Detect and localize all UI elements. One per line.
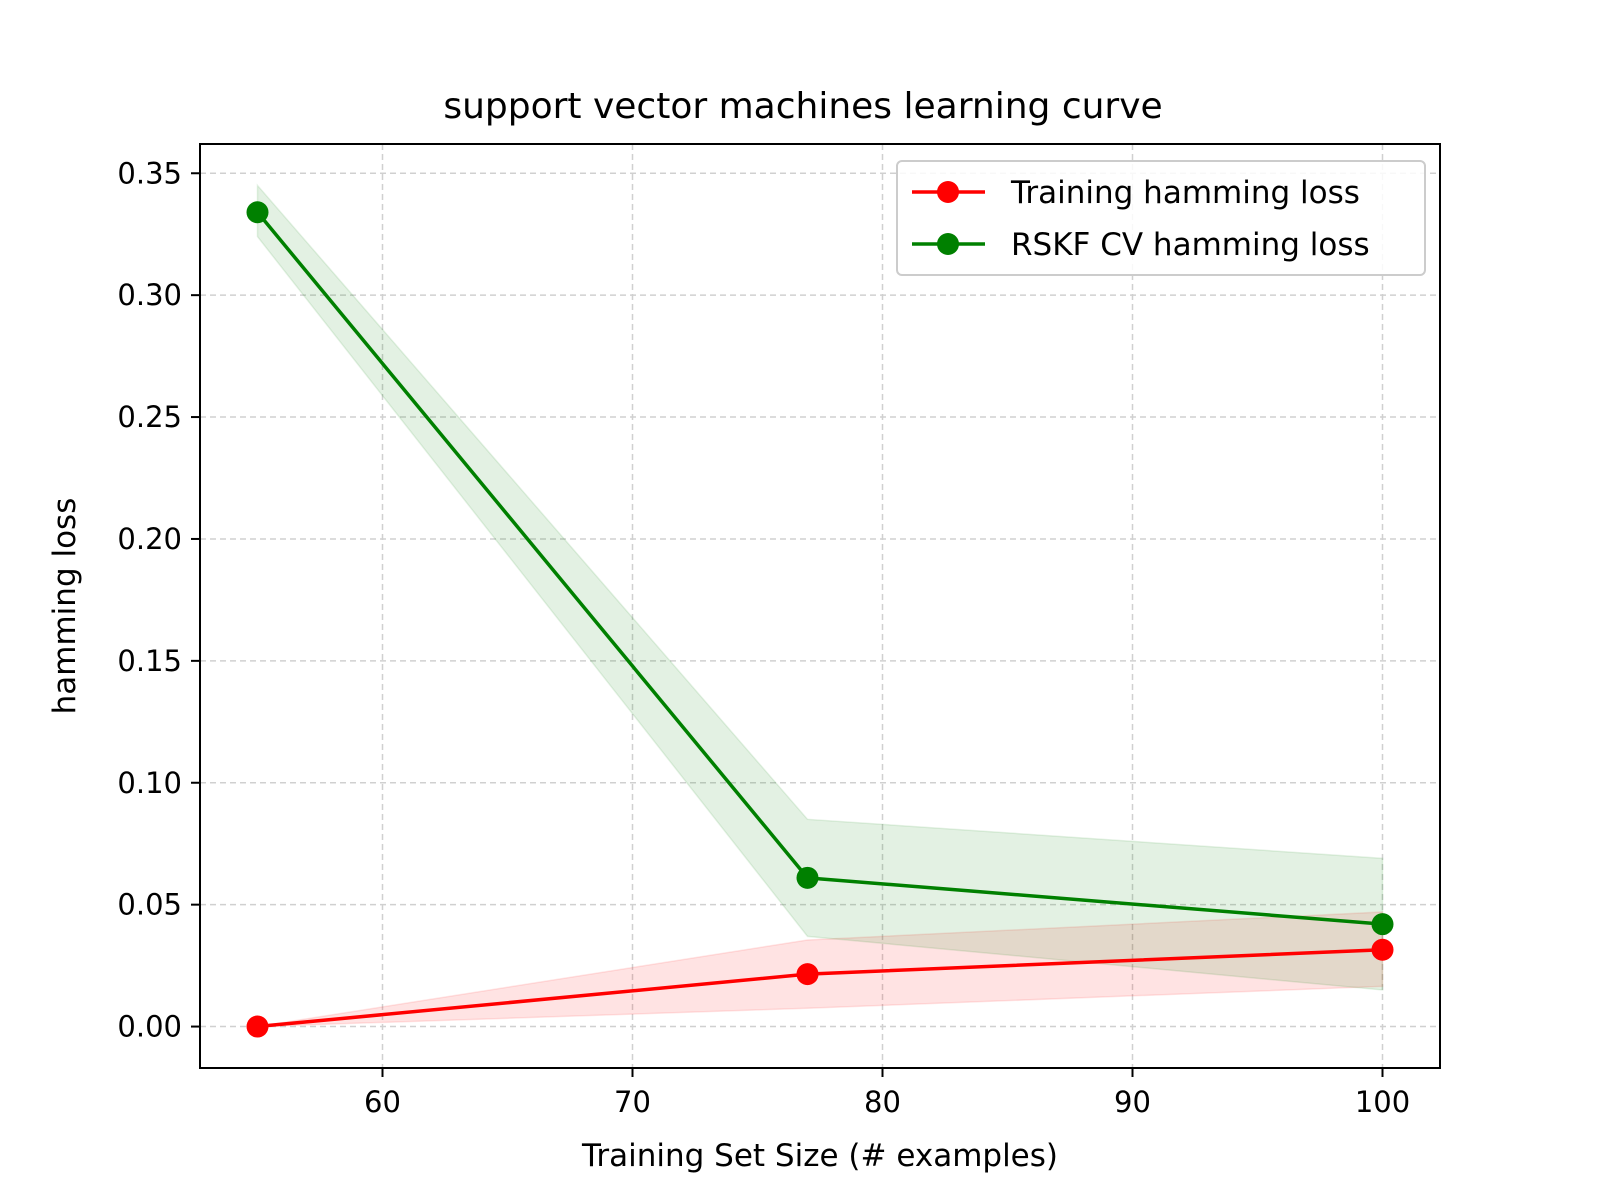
cv-legend-marker — [937, 233, 959, 255]
y-tick-label: 0.25 — [117, 400, 182, 434]
series-points — [246, 201, 1394, 1038]
legend: Training hamming loss RSKF CV hamming los… — [896, 160, 1426, 276]
x-axis-ticks: 60 70 80 90 100 — [364, 1068, 1410, 1119]
x-tick-label: 60 — [364, 1085, 401, 1119]
cv-confidence-band — [256, 183, 1384, 991]
y-tick-label: 0.20 — [117, 522, 182, 556]
x-tick-label: 70 — [614, 1085, 651, 1119]
y-tick-label: 0.30 — [117, 278, 182, 312]
cv-series-line — [256, 211, 1383, 926]
x-tick-label: 90 — [1114, 1085, 1151, 1119]
y-tick-label: 0.00 — [117, 1010, 182, 1044]
cv-data-point — [796, 866, 819, 889]
training-data-point — [1371, 938, 1394, 961]
y-tick-label: 0.15 — [117, 644, 182, 678]
training-data-point — [246, 1015, 269, 1038]
training-legend-marker — [937, 181, 959, 203]
cv-legend-label: RSKF CV hamming loss — [1011, 227, 1370, 263]
x-tick-label: 100 — [1355, 1085, 1410, 1119]
legend-box — [896, 160, 1426, 276]
legend-items: Training hamming loss RSKF CV hamming los… — [912, 175, 1370, 263]
training-data-point — [796, 963, 819, 986]
x-tick-label: 80 — [864, 1085, 901, 1119]
x-axis-label: Training Set Size (# examples) — [581, 1138, 1058, 1174]
cv-data-point — [246, 201, 269, 224]
confidence-bands — [256, 183, 1384, 1028]
y-axis-ticks: 0.00 0.05 0.10 0.15 0.20 0.25 0.30 0.35 — [117, 156, 200, 1044]
chart-title: support vector machines learning curve — [443, 86, 1162, 127]
training-legend-label: Training hamming loss — [1010, 175, 1360, 211]
plot-frame — [199, 143, 1441, 1069]
y-tick-label: 0.35 — [117, 156, 182, 190]
y-tick-label: 0.10 — [117, 766, 182, 800]
cv-data-point — [1371, 913, 1394, 936]
y-tick-label: 0.05 — [117, 888, 182, 922]
y-axis-label: hamming loss — [47, 498, 83, 715]
